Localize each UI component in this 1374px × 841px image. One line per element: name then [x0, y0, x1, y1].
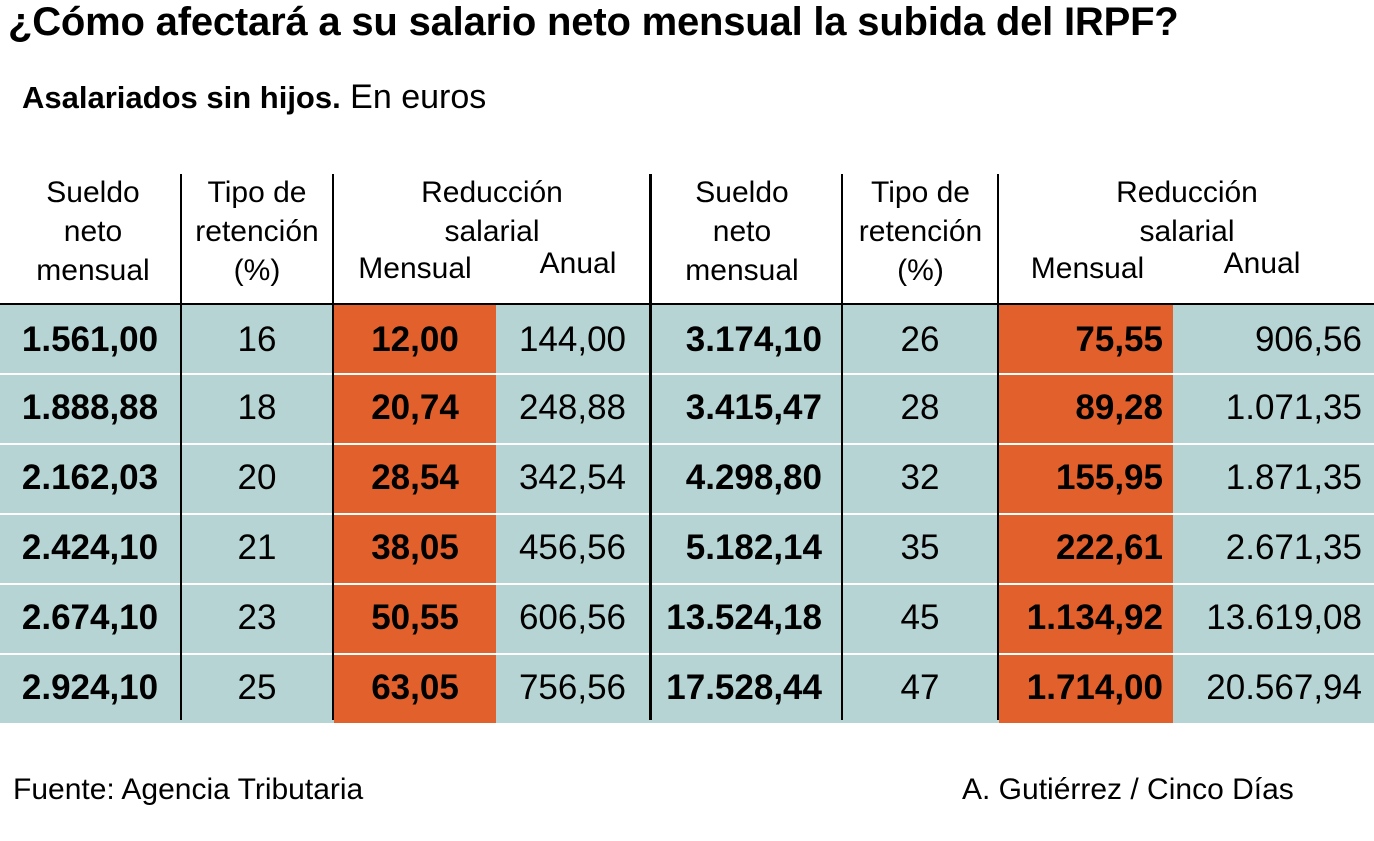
table-cell: 906,56: [1254, 320, 1362, 359]
column-divider: [997, 174, 999, 720]
table-cell: 16: [237, 320, 277, 359]
table-cell: 50,55: [334, 583, 496, 653]
table-cell: 4.298,80: [685, 458, 822, 497]
table-cell: 248,88: [518, 388, 627, 427]
header-mensual-left: Mensual: [358, 252, 472, 285]
center-divider: [649, 174, 652, 720]
header-line: retención: [858, 215, 983, 248]
table-row: 1.561,00 16 12,00 144,00 3.174,10 26 75,55 906,…: [0, 303, 1374, 375]
table-row: 2.924,10 25 63,05 756,56 17.528,44 47 1.714,00…: [0, 653, 1374, 723]
table-cell: 20: [237, 458, 277, 497]
table-cell: 456,56: [518, 528, 627, 567]
table-cell: 28: [900, 388, 940, 427]
header-line: neto: [63, 215, 123, 248]
table-cell: 5.182,14: [685, 528, 822, 567]
header-line: Tipo de: [871, 176, 970, 209]
row-separator: [0, 373, 1374, 375]
table-cell: 2.924,10: [21, 668, 159, 707]
table-cell: 45: [900, 598, 940, 637]
header-line: Sueldo: [46, 176, 140, 209]
table-cell: 35: [900, 528, 940, 567]
table-cell: 1.561,00: [21, 320, 159, 359]
table-cell: 47: [900, 668, 940, 707]
header-line: Sueldo: [695, 176, 789, 209]
subtitle-unit: En euros: [350, 78, 487, 116]
table-cell: 28,54: [334, 443, 496, 513]
chart-title: ¿Cómo afectará a su salario neto mensual…: [8, 0, 1179, 44]
table-cell: 20,74: [334, 373, 496, 443]
table-cell: 342,54: [518, 458, 627, 497]
column-divider: [332, 174, 334, 720]
header-line: salarial: [1139, 215, 1235, 248]
table-cell: 2.424,10: [21, 528, 159, 567]
header-mensual-right: Mensual: [1030, 252, 1145, 285]
table-cell: 23: [237, 598, 277, 637]
table-cell: 20.567,94: [1206, 668, 1362, 707]
row-separator: [0, 513, 1374, 515]
table-cell: 3.174,10: [685, 320, 822, 359]
table-cell: 13.524,18: [666, 598, 822, 637]
header-line: (%): [233, 254, 281, 287]
header-line: (%): [897, 254, 944, 287]
header-anual-right: Anual: [1223, 247, 1301, 280]
row-separator: [0, 653, 1374, 655]
table-cell: 63,05: [334, 653, 496, 723]
table-cell: 1.071,35: [1225, 388, 1362, 427]
header-line: Reducción: [1116, 176, 1258, 209]
header-tipo-left: Tipo de retención (%): [182, 173, 332, 290]
credit-note: A. Gutiérrez / Cinco Días: [962, 773, 1294, 806]
table-cell: 756,56: [518, 668, 627, 707]
table-cell: 17.528,44: [666, 668, 822, 707]
table-cell: 1.888,88: [21, 388, 159, 427]
header-reduccion-right: Reducción salarial: [1000, 173, 1374, 251]
table-cell: 3.415,47: [685, 388, 822, 427]
table-cell: 12,00: [334, 305, 496, 375]
table-row: 2.674,10 23 50,55 606,56 13.524,18 45 1.134,92…: [0, 583, 1374, 653]
table-cell: 13.619,08: [1206, 598, 1362, 637]
table-cell: 25: [237, 668, 277, 707]
table-cell: 38,05: [334, 513, 496, 583]
header-line: Reducción: [421, 176, 563, 209]
table-cell: 606,56: [518, 598, 627, 637]
table-cell: 75,55: [999, 305, 1173, 375]
header-line: neto: [712, 215, 772, 248]
table-cell: 2.671,35: [1225, 528, 1362, 567]
table-cell: 222,61: [999, 513, 1173, 583]
row-separator: [0, 443, 1374, 445]
header-line: mensual: [685, 254, 799, 287]
header-line: mensual: [36, 254, 150, 287]
subtitle-bold: Asalariados sin hijos.: [22, 80, 341, 115]
table-cell: 26: [900, 320, 940, 359]
table-cell: 89,28: [999, 373, 1173, 443]
table-cell: 1.871,35: [1225, 458, 1362, 497]
header-sueldo-right: Sueldo neto mensual: [654, 173, 830, 290]
table-cell: 2.162,03: [21, 458, 159, 497]
header-line: retención: [195, 215, 319, 248]
table-row: 2.162,03 20 28,54 342,54 4.298,80 32 155,95 1.8…: [0, 443, 1374, 513]
table-cell: 2.674,10: [21, 598, 159, 637]
table-cell: 1.134,92: [999, 583, 1173, 653]
row-separator: [0, 583, 1374, 585]
table-row: 1.888,88 18 20,74 248,88 3.415,47 28 89,28 1.07…: [0, 373, 1374, 443]
header-anual-left: Anual: [539, 247, 617, 280]
source-note: Fuente: Agencia Tributaria: [13, 773, 364, 806]
column-divider: [180, 174, 182, 720]
table-cell: 1.714,00: [999, 653, 1173, 723]
table-cell: 144,00: [518, 320, 627, 359]
table-cell: 18: [237, 388, 277, 427]
table-cell: 21: [237, 528, 277, 567]
table-cell: 32: [900, 458, 940, 497]
header-sueldo-left: Sueldo neto mensual: [10, 173, 176, 290]
table-cell: 155,95: [999, 443, 1173, 513]
header-line: Tipo de: [207, 176, 307, 209]
header-reduccion-left: Reducción salarial: [334, 173, 650, 251]
header-tipo-right: Tipo de retención (%): [843, 173, 998, 290]
column-divider: [841, 174, 843, 720]
table-row: 2.424,10 21 38,05 456,56 5.182,14 35 222,61 2.6…: [0, 513, 1374, 583]
chart-subtitle: Asalariados sin hijos. En euros: [22, 78, 486, 117]
header-line: salarial: [444, 215, 540, 248]
